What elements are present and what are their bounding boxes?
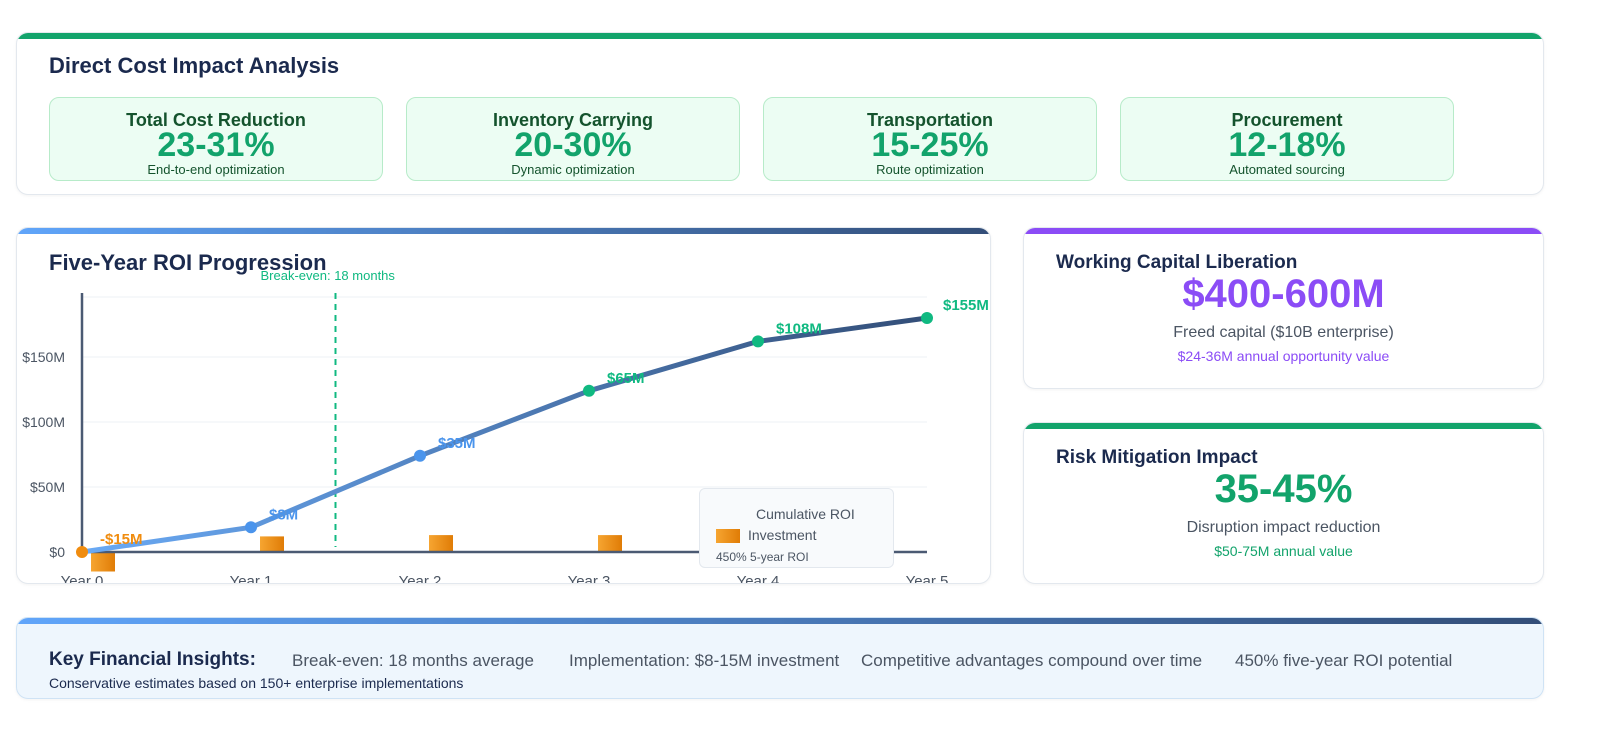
risk-card-accent-bar: [1024, 423, 1543, 429]
roi-data-label: -$15M: [100, 531, 143, 548]
legend-roi-note: 450% 5-year ROI: [716, 550, 809, 564]
chart-legend: Cumulative ROI Investment 450% 5-year RO…: [699, 488, 894, 568]
metric-subtitle: Dynamic optimization: [511, 162, 635, 177]
roi-data-label: $65M: [607, 370, 645, 387]
roi-data-label: $155M: [943, 297, 989, 314]
risk-note: $50-75M annual value: [1214, 543, 1353, 559]
x-tick-label: Year 1: [230, 573, 273, 584]
roi-point: [752, 335, 764, 348]
legend-investment-swatch: [716, 529, 740, 543]
insights-footnote: Conservative estimates based on 150+ ent…: [49, 675, 464, 691]
cost-card-accent-bar: [17, 33, 1543, 39]
roi-point: [245, 521, 257, 534]
metric-value: 12-18%: [1228, 126, 1346, 164]
roi-card-accent-bar: [17, 228, 990, 234]
capital-subtitle: Freed capital ($10B enterprise): [1173, 324, 1394, 341]
investment-bar: [598, 535, 622, 552]
roi-data-label: $108M: [776, 320, 822, 337]
capital-section-title: Working Capital Liberation: [1056, 252, 1298, 273]
investment-bar: [429, 535, 453, 552]
insights-card-accent-bar: [17, 618, 1543, 624]
x-tick-label: Year 2: [399, 573, 442, 584]
metric-label: Procurement: [1231, 110, 1343, 130]
risk-mitigation-card: Risk Mitigation Impact 35-45% Disruption…: [1023, 422, 1544, 584]
metric-subtitle: Automated sourcing: [1229, 162, 1345, 177]
insight-competitive-advantage: Competitive advantages compound over tim…: [861, 651, 1203, 670]
capital-value: $400-600M: [1182, 272, 1385, 316]
roi-data-label: $35M: [438, 435, 476, 452]
roi-data-label: $8M: [269, 506, 298, 523]
capital-note: $24-36M annual opportunity value: [1177, 348, 1390, 364]
risk-section-title: Risk Mitigation Impact: [1056, 447, 1258, 468]
roi-line-chart: $0 $50M $100M $150M Break-even: 18 months -$1…: [22, 268, 989, 584]
risk-subtitle: Disruption impact reduction: [1186, 519, 1381, 536]
legend-roi-label: Cumulative ROI: [756, 506, 855, 522]
working-capital-card: Working Capital Liberation $400-600M Fre…: [1023, 227, 1544, 389]
insight-roi-potential: 450% five-year ROI potential: [1235, 651, 1453, 670]
metric-value: 20-30%: [514, 126, 632, 164]
metric-transportation: Transportation 15-25% Route optimization: [763, 97, 1097, 181]
y-tick-label: $0: [49, 544, 65, 560]
roi-point: [921, 312, 933, 324]
roi-section-title: Five-Year ROI Progression: [49, 250, 327, 275]
metric-label: Total Cost Reduction: [126, 110, 306, 130]
legend-investment-label: Investment: [748, 527, 817, 543]
metric-inventory-carrying: Inventory Carrying 20-30% Dynamic optimi…: [406, 97, 740, 181]
roi-point: [583, 384, 595, 397]
insights-title: Key Financial Insights:: [49, 649, 256, 670]
investment-bar: [260, 536, 284, 552]
x-tick-label: Year 5: [906, 573, 949, 584]
roi-series-line: [79, 315, 930, 555]
metric-subtitle: End-to-end optimization: [147, 162, 285, 177]
x-tick-label: Year 3: [568, 573, 611, 584]
y-tick-label: $150M: [22, 349, 65, 365]
cost-impact-card: Direct Cost Impact Analysis Total Cost R…: [16, 32, 1544, 195]
cost-section-title: Direct Cost Impact Analysis: [49, 53, 340, 78]
investment-bar: [91, 552, 115, 572]
y-tick-label: $100M: [22, 414, 65, 430]
roi-point: [76, 546, 88, 558]
metric-subtitle: Route optimization: [876, 162, 984, 177]
metric-value: 15-25%: [871, 126, 989, 164]
insight-break-even: Break-even: 18 months average: [292, 651, 534, 670]
y-tick-label: $50M: [30, 479, 65, 495]
roi-point: [414, 449, 426, 462]
roi-chart-card: Five-Year ROI Progression $0 $50M $100M $15…: [16, 227, 991, 584]
risk-value: 35-45%: [1214, 467, 1353, 511]
metric-procurement: Procurement 12-18% Automated sourcing: [1120, 97, 1454, 181]
insight-implementation: Implementation: $8-15M investment: [569, 651, 840, 670]
capital-card-accent-bar: [1024, 228, 1543, 234]
x-tick-label: Year 4: [737, 573, 780, 584]
break-even-label: Break-even: 18 months: [261, 268, 396, 283]
metric-total-cost-reduction: Total Cost Reduction 23-31% End-to-end o…: [49, 97, 383, 181]
metric-label: Inventory Carrying: [492, 110, 654, 130]
insights-card: [16, 617, 1544, 699]
metric-label: Transportation: [866, 110, 993, 130]
metric-value: 23-31%: [157, 126, 275, 164]
x-tick-label: Year 0: [61, 573, 104, 584]
